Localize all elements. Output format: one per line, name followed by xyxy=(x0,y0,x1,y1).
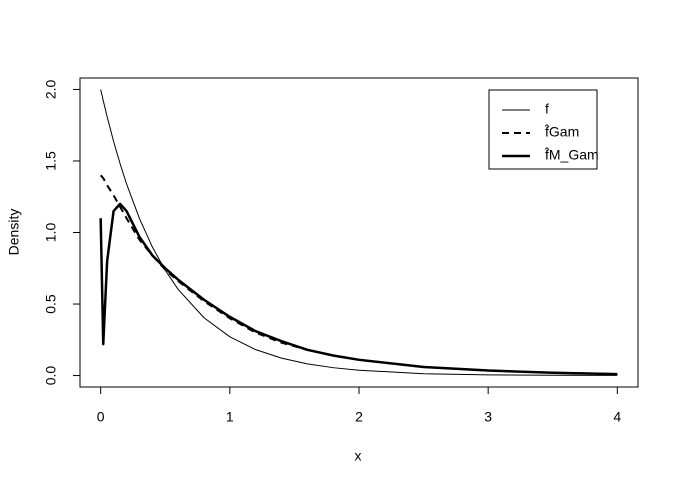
x-tick-label: 3 xyxy=(484,409,492,425)
y-tick-label: 1.5 xyxy=(43,151,59,171)
x-axis-label: x xyxy=(355,448,362,464)
legend-label: f̂Gam xyxy=(544,123,579,139)
y-axis-label: Density xyxy=(6,209,22,256)
legend-label: f̂M_Gam xyxy=(544,146,599,162)
y-tick-label: 1.0 xyxy=(43,223,59,243)
x-tick-label: 4 xyxy=(613,409,621,425)
series-line xyxy=(99,174,618,376)
series-line xyxy=(100,89,618,376)
legend-label: f xyxy=(545,101,549,117)
y-tick-label: 0.5 xyxy=(43,294,59,314)
x-tick-label: 0 xyxy=(97,409,105,425)
x-tick-label: 1 xyxy=(226,409,234,425)
series-line xyxy=(99,202,618,376)
y-tick-label: 2.0 xyxy=(43,80,59,100)
y-tick-label: 0.0 xyxy=(43,366,59,386)
x-tick-label: 2 xyxy=(355,409,363,425)
